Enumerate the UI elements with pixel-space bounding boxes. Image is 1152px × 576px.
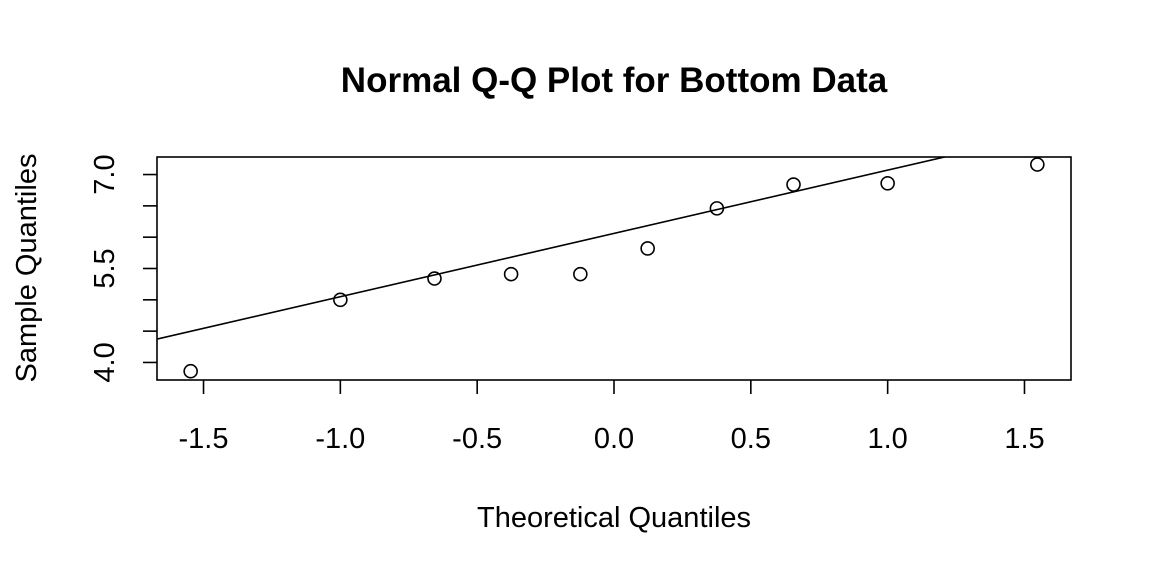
data-point bbox=[573, 266, 588, 282]
x-axis-label: Theoretical Quantiles bbox=[477, 502, 751, 534]
x-axis: -1.5 -1.0 -0.5 0.0 0.5 1.0 1.5 bbox=[179, 380, 1045, 455]
data-point bbox=[427, 271, 442, 286]
plot-content bbox=[157, 157, 1045, 379]
x-tick-label: -1.5 bbox=[179, 423, 229, 455]
y-tick-label: 4.0 bbox=[89, 342, 121, 382]
chart-title: Normal Q-Q Plot for Bottom Data bbox=[341, 61, 888, 100]
x-tick-label: 1.5 bbox=[1004, 423, 1044, 455]
data-point bbox=[709, 201, 725, 216]
y-tick-label: 5.5 bbox=[89, 248, 121, 288]
data-point bbox=[880, 176, 895, 191]
data-point bbox=[786, 177, 801, 192]
x-tick-label: 1.0 bbox=[867, 423, 907, 455]
data-point bbox=[503, 266, 519, 282]
data-point bbox=[1030, 157, 1045, 172]
plot-area-border bbox=[156, 156, 1072, 381]
data-point bbox=[640, 241, 655, 256]
y-axis-label: Sample Quantiles bbox=[11, 154, 43, 383]
data-point bbox=[333, 292, 348, 308]
reference-line bbox=[157, 157, 949, 340]
y-axis: 4.0 5.5 7.0 bbox=[89, 154, 157, 383]
x-tick-label: -0.5 bbox=[452, 423, 502, 455]
x-tick-label: 0.0 bbox=[594, 423, 634, 455]
x-tick-label: -1.0 bbox=[315, 423, 365, 455]
y-tick-label: 7.0 bbox=[89, 154, 121, 194]
x-tick-label: 0.5 bbox=[731, 423, 771, 455]
data-point bbox=[183, 363, 198, 379]
